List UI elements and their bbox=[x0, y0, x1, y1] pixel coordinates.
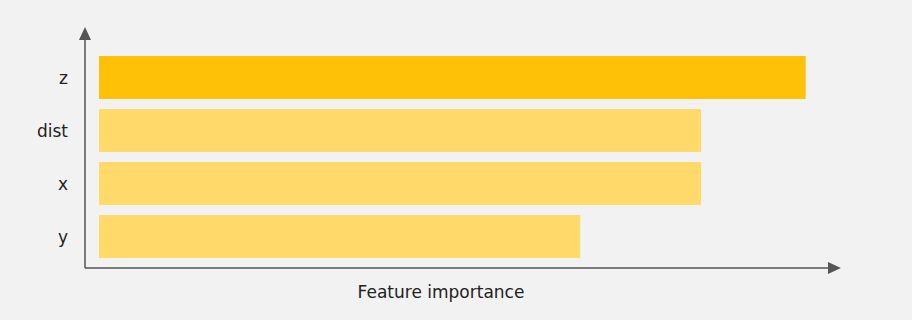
x-axis-label: Feature importance bbox=[358, 282, 525, 302]
category-label: z bbox=[59, 68, 68, 88]
bar bbox=[99, 56, 806, 99]
chart-svg: z dist x y Feature importance bbox=[0, 0, 912, 320]
y-axis-arrow bbox=[79, 27, 91, 40]
background bbox=[0, 0, 912, 320]
bars bbox=[99, 56, 806, 258]
category-label: x bbox=[58, 174, 68, 194]
category-label: y bbox=[58, 227, 68, 247]
bar bbox=[99, 162, 701, 205]
bar bbox=[99, 109, 701, 152]
category-label: dist bbox=[37, 121, 68, 141]
y-axis bbox=[84, 38, 86, 268]
bar bbox=[99, 215, 580, 258]
x-axis bbox=[85, 267, 830, 269]
x-axis-arrow bbox=[828, 262, 841, 274]
chart-root: z dist x y Feature importance bbox=[0, 0, 912, 320]
